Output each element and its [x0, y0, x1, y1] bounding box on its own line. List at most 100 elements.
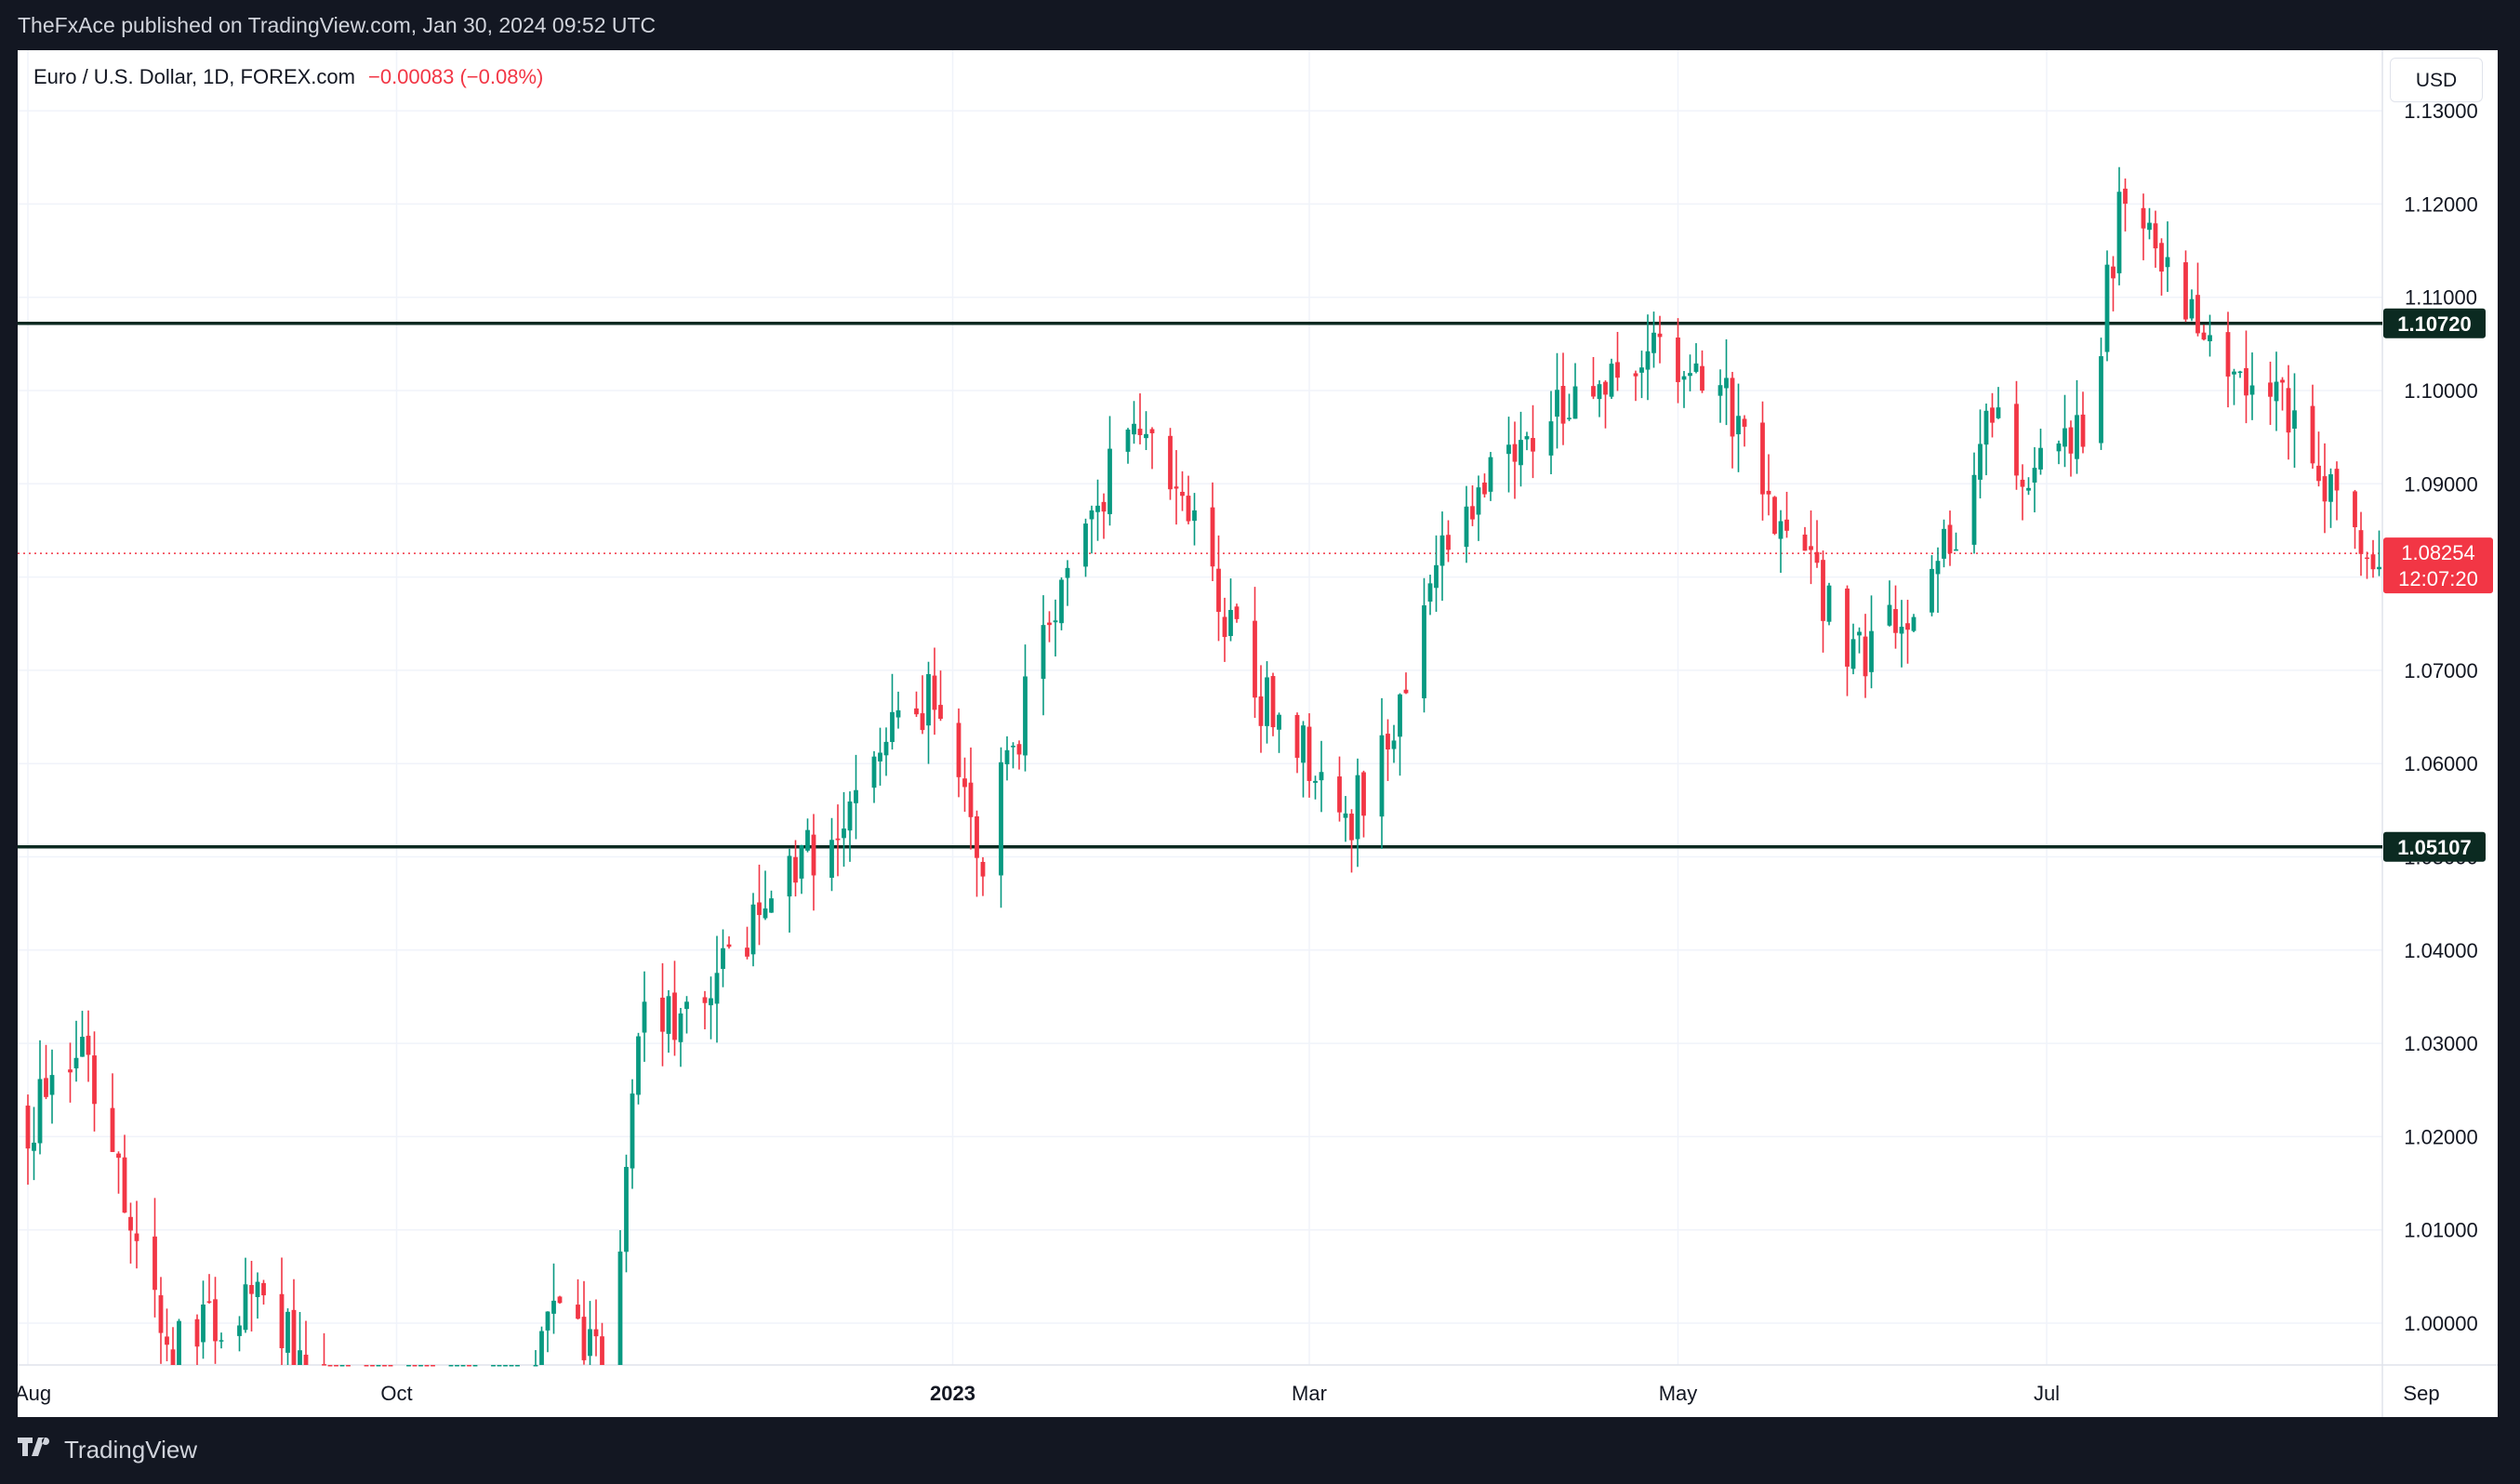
candle-body	[999, 762, 1003, 876]
candle	[1736, 383, 1741, 472]
candle	[116, 1151, 121, 1194]
candle	[2080, 391, 2086, 454]
candle-body	[1676, 338, 1680, 382]
price-tick-label: 1.04000	[2404, 939, 2478, 962]
candle-body	[376, 1365, 381, 1367]
candle	[1132, 401, 1136, 444]
candle-body	[213, 1299, 218, 1342]
candle-body	[2189, 298, 2195, 319]
candle-body	[2225, 332, 2231, 377]
candle-body	[2365, 557, 2369, 560]
candle-body	[334, 1365, 338, 1367]
candle	[2334, 461, 2340, 521]
candle-body	[1802, 534, 1808, 551]
candle	[32, 1106, 36, 1181]
candle-body	[1216, 568, 1221, 613]
candle-body	[1971, 474, 1977, 545]
candle	[1930, 554, 1934, 616]
candle-body	[1258, 696, 1264, 726]
grid-lines	[18, 50, 2498, 1417]
candle-body	[660, 997, 665, 1032]
candle	[968, 747, 974, 850]
candle	[1863, 614, 1868, 698]
candle	[243, 1257, 248, 1333]
candle-body	[533, 1365, 538, 1367]
candle-body	[37, 1079, 43, 1144]
candle	[914, 691, 919, 717]
candle-body	[1186, 496, 1191, 522]
countdown-label: 12:07:20	[2398, 567, 2478, 590]
candle	[1905, 600, 1910, 664]
candle-body	[2322, 476, 2328, 502]
candle-body	[418, 1365, 423, 1367]
candle	[1186, 475, 1191, 524]
candle	[134, 1200, 139, 1269]
candle-body	[1422, 605, 1426, 698]
candle	[1270, 672, 1276, 736]
candle	[2201, 325, 2207, 341]
candle-body	[883, 741, 889, 756]
candle	[1149, 427, 1155, 470]
candle	[1125, 428, 1131, 464]
tradingview-brand[interactable]: TradingView	[18, 1436, 197, 1464]
candle-body	[757, 902, 762, 916]
candle	[2116, 166, 2122, 285]
symbol-legend[interactable]: Euro / U.S. Dollar, 1D, FOREX.com −0.0008…	[33, 65, 543, 89]
candle	[153, 1198, 157, 1318]
candle	[1893, 585, 1898, 649]
footer-bar: TradingView	[0, 1417, 2520, 1484]
candle	[1971, 452, 1977, 554]
price-axis[interactable]: 1.000001.010001.020001.030001.040001.050…	[2404, 99, 2478, 1335]
candle-body	[1531, 438, 1535, 452]
candle-body	[460, 1365, 466, 1367]
candle	[1942, 519, 1946, 568]
candle	[1615, 331, 1620, 391]
published-line: TheFxAce published on TradingView.com, J…	[18, 13, 657, 37]
candle	[2244, 330, 2248, 424]
horizontal-levels[interactable]	[18, 322, 2382, 849]
candle-body	[1869, 630, 1874, 672]
candle	[1488, 452, 1493, 501]
candle-body	[2286, 388, 2291, 433]
candle	[1089, 505, 1094, 554]
candle	[49, 1049, 55, 1124]
candle	[37, 1040, 43, 1155]
candle-body	[1736, 416, 1741, 435]
candle-body	[2208, 335, 2212, 341]
candle-body	[1349, 814, 1354, 841]
candle-body	[298, 1350, 302, 1365]
candle	[805, 818, 810, 853]
candle-body	[364, 1365, 369, 1367]
candle	[702, 990, 708, 1030]
candle-body	[1168, 435, 1173, 490]
time-tick-label: Sep	[2403, 1382, 2439, 1405]
candle-body	[1845, 588, 1850, 667]
candle	[291, 1279, 297, 1365]
candle	[1168, 428, 1173, 500]
currency-button[interactable]: USD	[2390, 58, 2483, 102]
candle	[835, 804, 841, 877]
candle	[285, 1308, 290, 1365]
candle	[491, 1365, 496, 1367]
candle-body	[2316, 465, 2321, 482]
candle-body	[1265, 677, 1269, 726]
candle-body	[406, 1365, 411, 1367]
candle-body	[1681, 376, 1687, 380]
candle	[1192, 493, 1197, 546]
candle-body	[2237, 371, 2243, 374]
candle	[576, 1279, 580, 1320]
chart-panel[interactable]	[18, 50, 2498, 1417]
candle-body	[424, 1365, 430, 1367]
candle-body	[1047, 622, 1052, 626]
candle-body	[1089, 510, 1094, 520]
time-axis[interactable]: AugOct2023MarMayJulSepNov2024MarMayJulSe	[15, 1382, 2520, 1405]
candle	[2123, 178, 2128, 232]
candle-body	[1548, 421, 1554, 456]
candle	[787, 848, 792, 933]
candle	[1265, 661, 1269, 744]
candle	[1210, 482, 1215, 581]
candle	[956, 708, 962, 798]
candle-body	[165, 1336, 169, 1345]
candle	[842, 791, 846, 868]
